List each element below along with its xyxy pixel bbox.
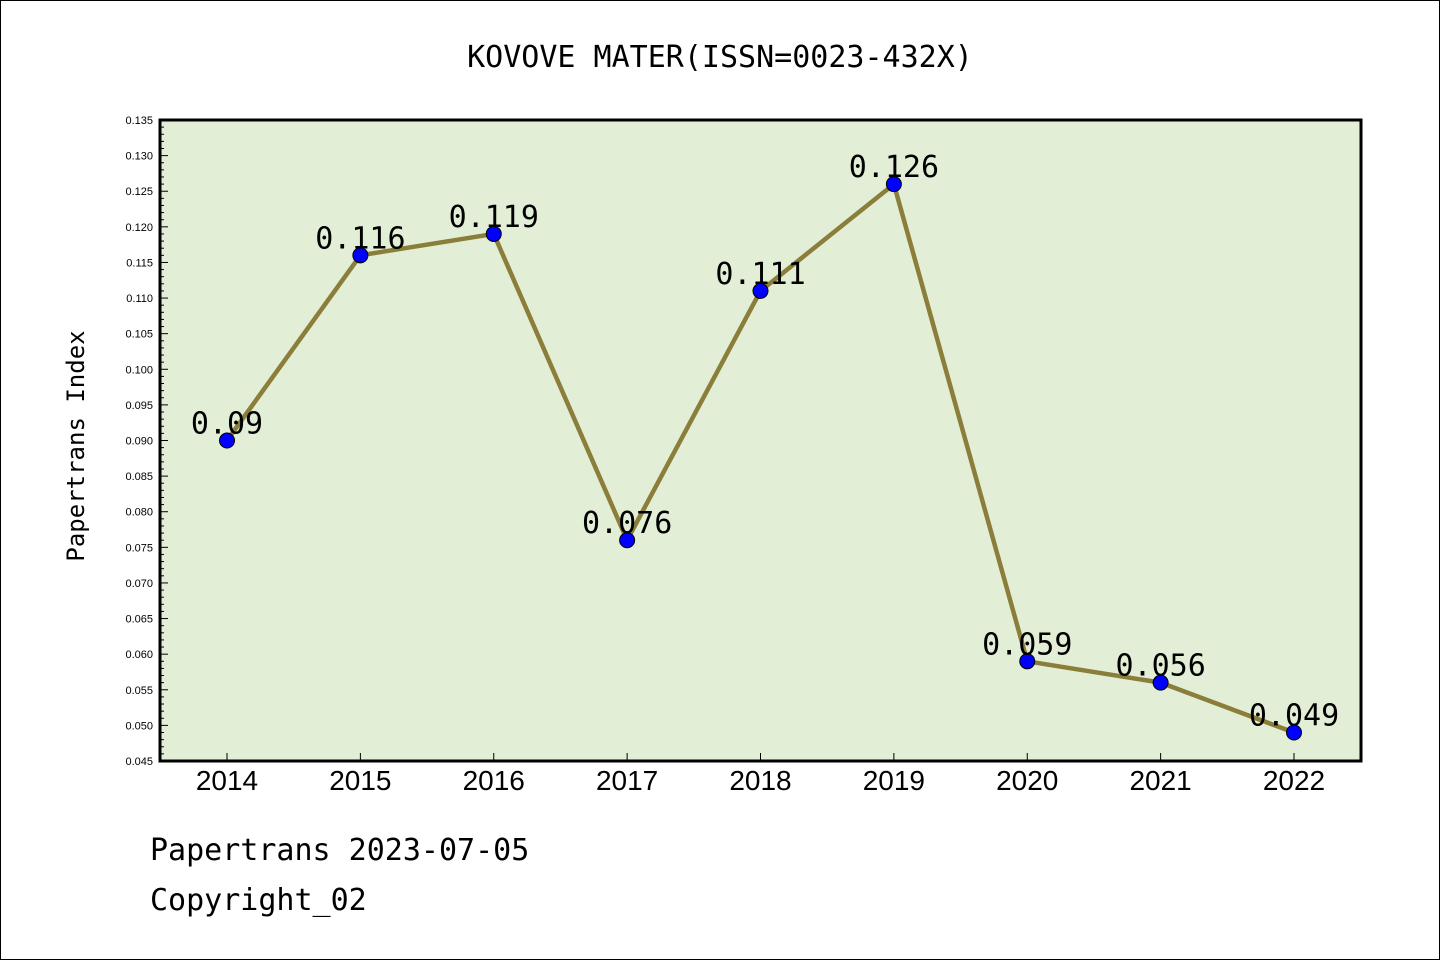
- data-point: [752, 282, 769, 299]
- plot-area: [158, 118, 1363, 763]
- y-tick-label: 0.060: [125, 649, 153, 661]
- y-tick-label: 0.130: [125, 151, 153, 163]
- data-label: 0.111: [715, 257, 805, 292]
- y-tick-label: 0.090: [125, 436, 153, 448]
- data-point: [219, 432, 235, 449]
- y-axis: 0.045 0.050 0.055 0.060 0.065 0.070 0.075 0.080…: [125, 115, 168, 768]
- data-label: 0.09: [191, 407, 263, 442]
- x-tick-label: 2018: [729, 765, 791, 796]
- data-point: [619, 532, 636, 549]
- y-tick-label: 0.085: [125, 471, 153, 483]
- y-tick-label: 0.135: [125, 115, 153, 127]
- data-label: 0.076: [582, 506, 672, 541]
- data-label: 0.116: [315, 221, 405, 256]
- x-tick-label: 2015: [329, 765, 391, 796]
- x-tick-label: 2021: [1129, 765, 1191, 796]
- y-tick-label: 0.080: [125, 507, 153, 519]
- data-point: [352, 247, 369, 264]
- y-tick-label: 0.100: [125, 364, 153, 376]
- x-axis: 2014 2015 2016 2017 2018 2019 2020 2021 2022: [196, 753, 1325, 796]
- data-point: [1286, 724, 1302, 741]
- x-tick-label: 2022: [1263, 765, 1325, 796]
- data-point: [1152, 674, 1169, 691]
- x-tick-label: 2016: [463, 765, 525, 796]
- data-label: 0.119: [449, 200, 539, 235]
- y-tick-label: 0.105: [125, 329, 153, 341]
- y-tick-label: 0.070: [125, 578, 153, 590]
- y-tick-label: 0.115: [126, 257, 153, 269]
- data-label: 0.049: [1249, 699, 1339, 734]
- footer-date: Papertrans 2023-07-05: [150, 833, 530, 868]
- data-label: 0.126: [849, 150, 939, 185]
- data-label: 0.056: [1115, 649, 1205, 684]
- data-points: [219, 176, 1302, 741]
- y-tick-label: 0.110: [126, 293, 153, 305]
- y-tick-label: 0.065: [125, 614, 153, 626]
- x-tick-label: 2020: [996, 765, 1058, 796]
- data-label: 0.059: [982, 627, 1072, 662]
- data-point: [485, 225, 502, 242]
- y-tick-label: 0.120: [125, 222, 153, 234]
- data-point: [885, 176, 902, 193]
- y-tick-label: 0.055: [125, 685, 153, 697]
- footer-copyright: Copyright_02: [150, 883, 367, 918]
- x-tick-label: 2019: [863, 765, 925, 796]
- chart-title: KOVOVE MATER(ISSN=0023-432X): [467, 40, 973, 75]
- data-labels: 0.09 0.116 0.119 0.076 0.111 0.126 0.059 0.056 0…: [191, 150, 1339, 733]
- y-tick-label: 0.075: [125, 542, 153, 554]
- y-tick-label: 0.045: [125, 756, 153, 768]
- y-axis-label: Papertrans Index: [62, 330, 90, 561]
- data-point: [1019, 653, 1036, 670]
- x-tick-label: 2014: [196, 765, 258, 796]
- y-tick-label: 0.125: [125, 186, 153, 198]
- y-tick-label: 0.095: [125, 400, 153, 412]
- x-tick-label: 2017: [596, 765, 658, 796]
- y-tick-label: 0.050: [125, 720, 153, 732]
